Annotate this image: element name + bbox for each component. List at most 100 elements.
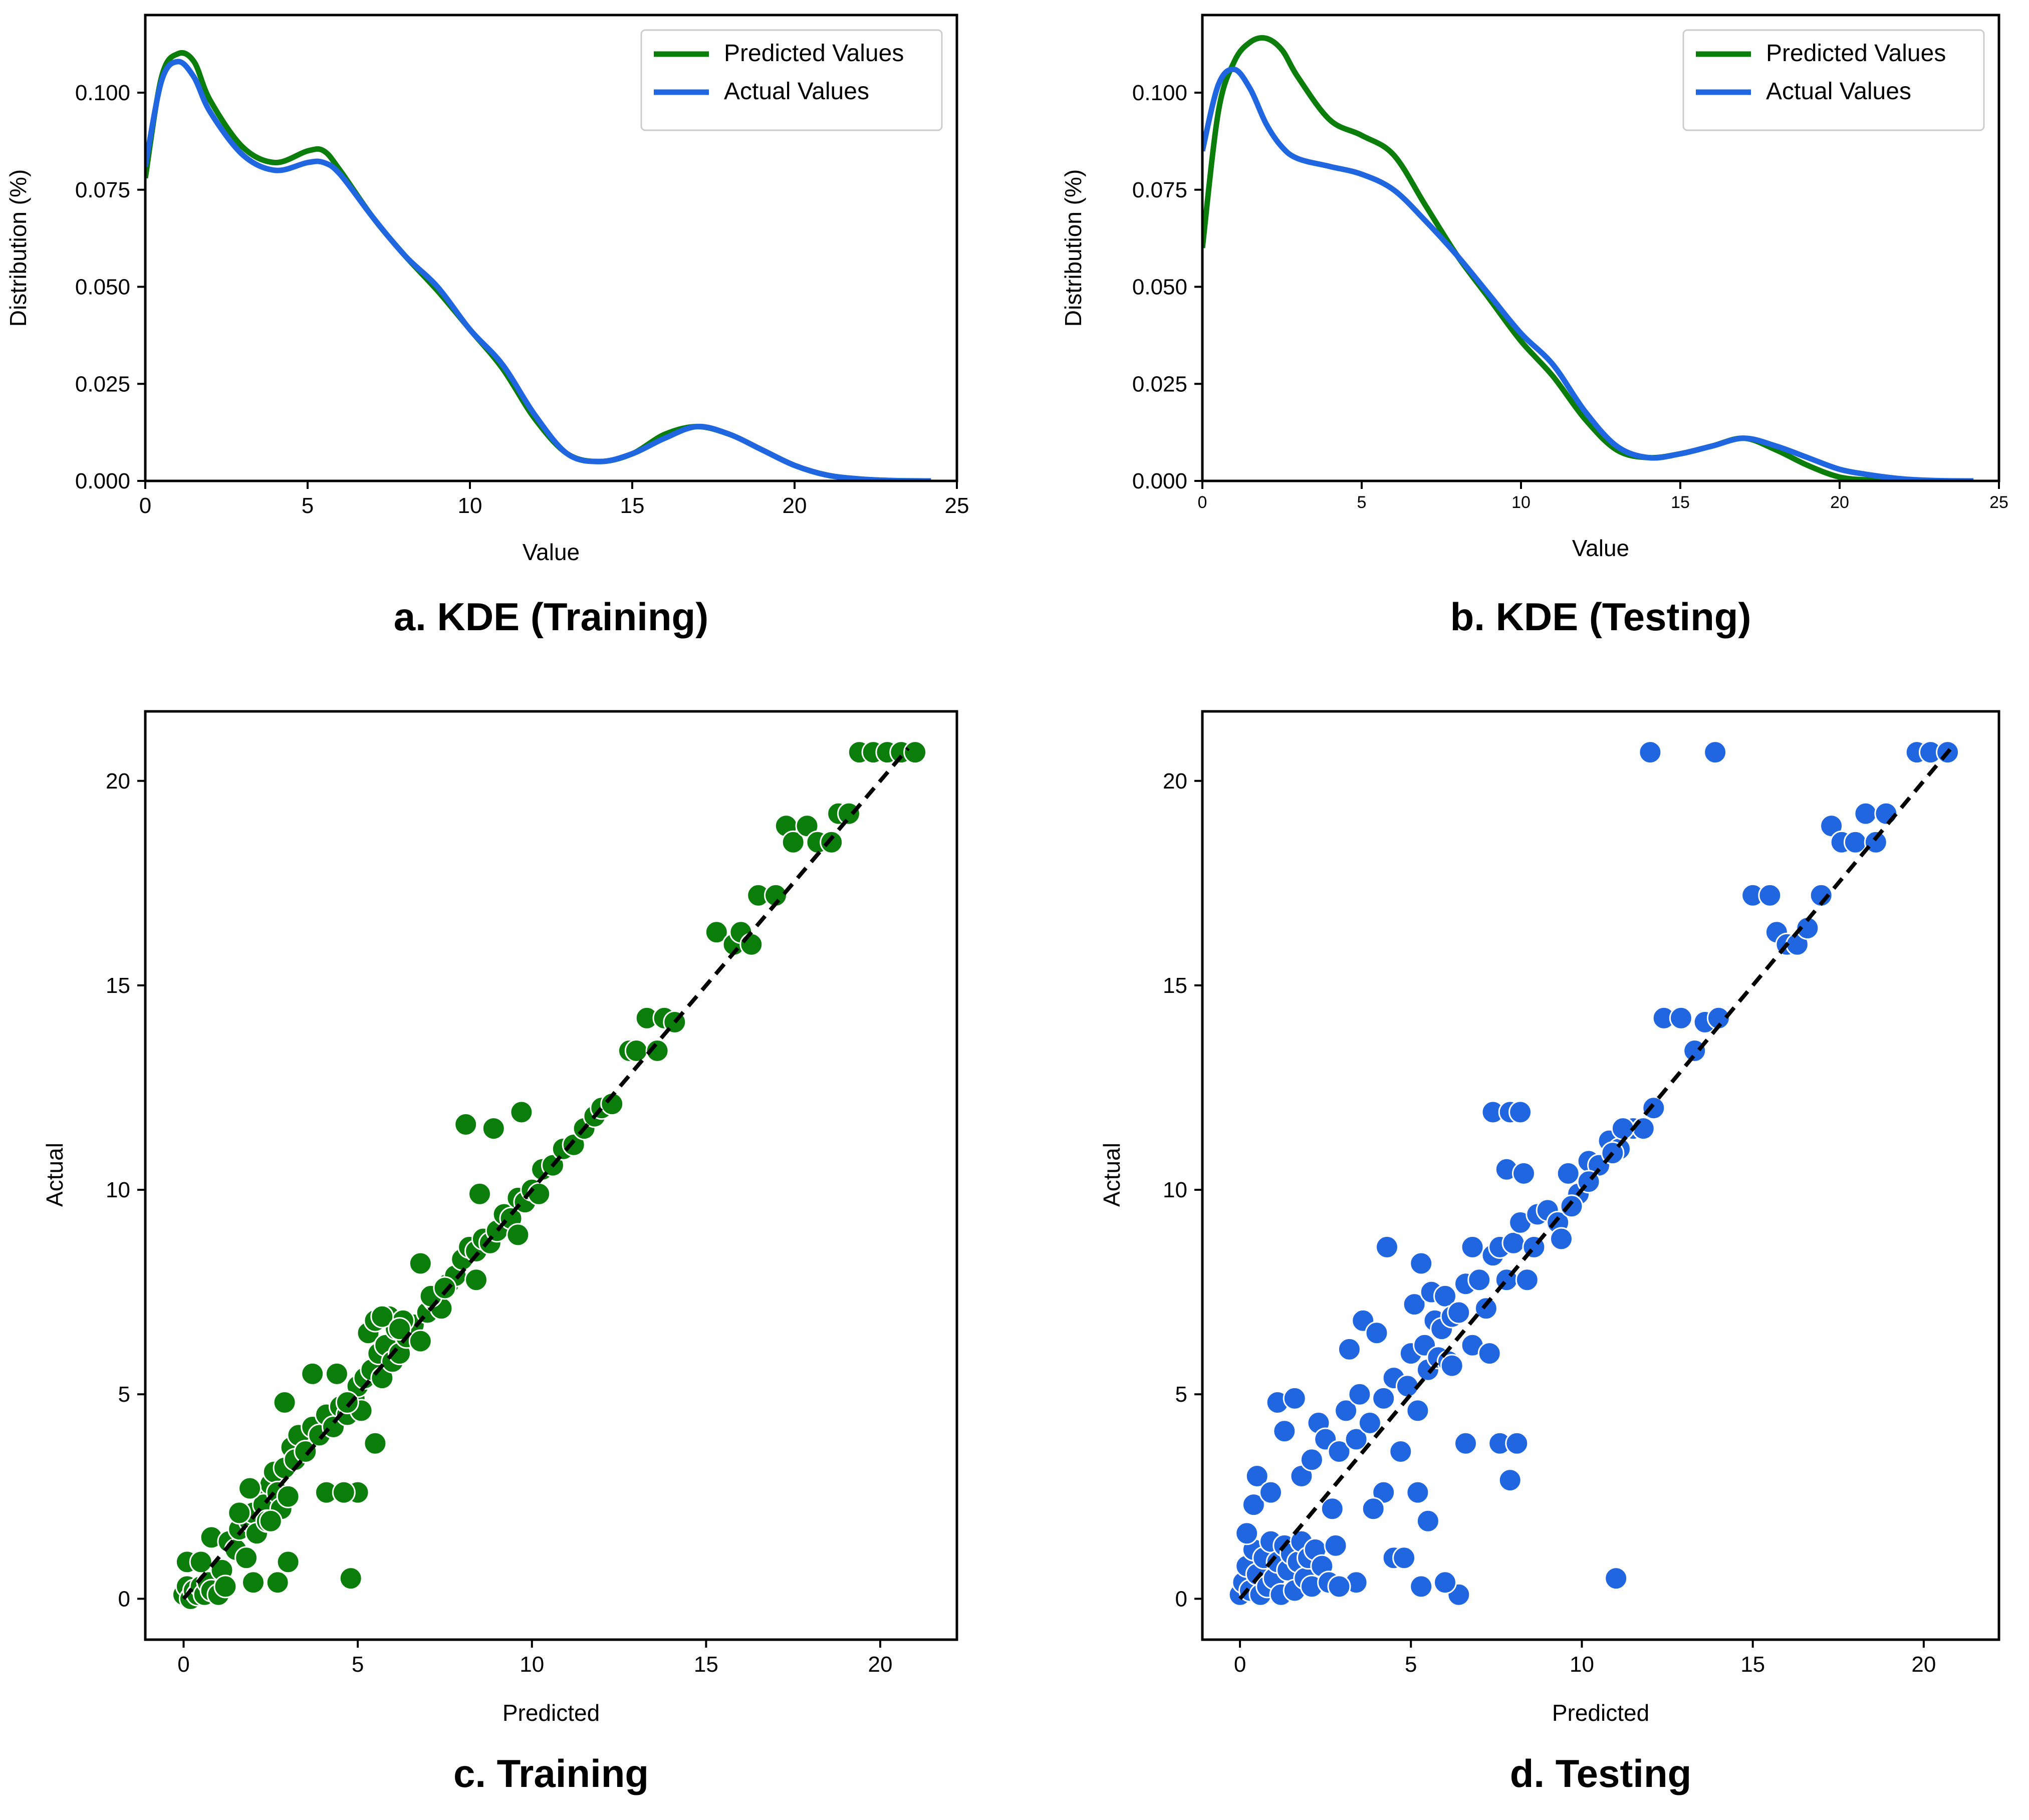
scatter-point — [408, 1329, 432, 1353]
scatter-point — [1460, 1235, 1484, 1259]
y-tick-label: 0 — [1175, 1587, 1187, 1611]
scatter-point — [1361, 1497, 1385, 1521]
scatter-point — [1409, 1575, 1433, 1599]
x-axis-title: Predicted — [1552, 1700, 1649, 1726]
scatter-point — [1320, 1497, 1344, 1521]
y-tick-label: 10 — [106, 1178, 130, 1202]
scatter-point — [1348, 1382, 1372, 1406]
scatter-point — [1406, 1480, 1430, 1504]
scatter-point — [1703, 740, 1727, 764]
scatter-point — [332, 1480, 356, 1504]
x-tick-label: 5 — [1405, 1652, 1417, 1677]
legend-label: Predicted Values — [724, 40, 904, 67]
scatter-point — [645, 1039, 669, 1063]
scatter-point — [1241, 1493, 1265, 1517]
y-axis-title: Actual — [1099, 1143, 1125, 1207]
x-tick-label: 5 — [352, 1652, 364, 1677]
identity-line — [182, 746, 910, 1600]
scatter-point — [1327, 1440, 1351, 1463]
scatter-point — [335, 1391, 359, 1414]
plot-frame — [144, 710, 958, 1641]
x-tick-label: 5 — [302, 493, 314, 518]
x-tick-label: 0 — [139, 493, 151, 518]
scatter-point — [325, 1362, 349, 1386]
scatter-point — [1402, 1292, 1426, 1317]
panel-a: Predicted Values Actual Values 0 5 10 15 20 25 0… — [5, 14, 969, 639]
scatter-point — [1758, 883, 1782, 907]
scatter-point — [1300, 1448, 1324, 1472]
scatter-point — [468, 1182, 491, 1206]
y-tick-label: 0 — [118, 1587, 130, 1611]
plot-frame — [1201, 14, 2000, 482]
scatter-point — [213, 1575, 237, 1599]
x-tick-label: 0 — [1234, 1652, 1246, 1677]
plot-frame — [1201, 710, 2000, 1641]
scatter-point — [781, 830, 805, 854]
panel-c: 0 5 10 15 20 0 5 10 15 20 Predicted Actual c. Traini… — [42, 710, 958, 1795]
scatter-point — [510, 1100, 534, 1124]
y-tick-label: 0.000 — [75, 469, 130, 493]
y-tick-label: 15 — [1163, 973, 1187, 998]
scatter-point — [1375, 1235, 1399, 1259]
scatter-point — [1235, 1521, 1259, 1545]
scatter-point — [241, 1571, 265, 1595]
scatter-point — [1433, 1571, 1457, 1595]
scatter-point — [276, 1484, 300, 1508]
y-axis-title: Actual — [42, 1143, 68, 1207]
scatter-point — [1334, 1399, 1358, 1423]
legend-box — [1682, 29, 1985, 131]
y-axis-title: Distribution (%) — [1060, 169, 1086, 327]
x-tick-label: 0 — [1198, 493, 1207, 512]
y-tick-label: 0.075 — [75, 178, 130, 202]
legend: Predicted Values Actual Values — [1682, 29, 1985, 131]
x-tick-label: 15 — [620, 493, 645, 518]
scatter-point — [1843, 830, 1867, 854]
x-tick-label: 5 — [1357, 493, 1367, 512]
scatter-point — [189, 1550, 213, 1574]
scatter-point — [1283, 1386, 1307, 1410]
scatter-point — [1259, 1480, 1283, 1504]
scatter-point — [1809, 883, 1833, 907]
legend-label: Actual Values — [724, 78, 869, 105]
scatter-point — [1372, 1386, 1396, 1410]
scatter-point — [506, 1223, 530, 1247]
scatter-point — [227, 1501, 251, 1525]
plot-area-d — [1228, 740, 1960, 1607]
scatter-point — [276, 1550, 300, 1574]
scatter-point — [454, 1113, 478, 1136]
x-tick-label: 15 — [694, 1652, 718, 1677]
scatter-point — [1454, 1431, 1477, 1455]
y-tick-label: 0.075 — [1132, 178, 1187, 202]
plot-frame — [144, 14, 958, 482]
x-tick-label: 10 — [1570, 1652, 1594, 1677]
series-line-predicted — [1202, 35, 1967, 481]
scatter-point — [1501, 1231, 1526, 1255]
scatter-point — [1638, 740, 1662, 764]
scatter-point — [1365, 1321, 1389, 1345]
x-tick-label: 10 — [520, 1652, 544, 1677]
y-axis-title: Distribution (%) — [5, 169, 31, 327]
x-axis-title: Predicted — [502, 1700, 600, 1726]
scatter-point — [704, 920, 728, 944]
scatter-point — [903, 740, 927, 764]
scatter-point — [1337, 1337, 1361, 1361]
x-tick-label: 20 — [868, 1652, 893, 1677]
x-tick-label: 15 — [1671, 493, 1690, 512]
y-tick-label: 0.025 — [1132, 372, 1187, 396]
x-tick-label: 20 — [1911, 1652, 1936, 1677]
scatter-point — [370, 1305, 394, 1329]
scatter-point — [837, 802, 861, 826]
y-tick-label: 20 — [106, 769, 130, 794]
scatter-point — [1515, 1268, 1539, 1292]
scatter-point — [1474, 1296, 1498, 1321]
scatter-point — [739, 932, 764, 956]
scatter-point — [1406, 1399, 1430, 1423]
scatter-point — [238, 1476, 262, 1500]
panel-caption: d. Testing — [1510, 1751, 1692, 1795]
x-tick-label: 25 — [1989, 493, 2008, 512]
scatter-point — [408, 1251, 432, 1275]
y-tick-label: 20 — [1163, 769, 1187, 794]
scatter-point — [1245, 1464, 1269, 1488]
scatter-point — [234, 1546, 259, 1570]
